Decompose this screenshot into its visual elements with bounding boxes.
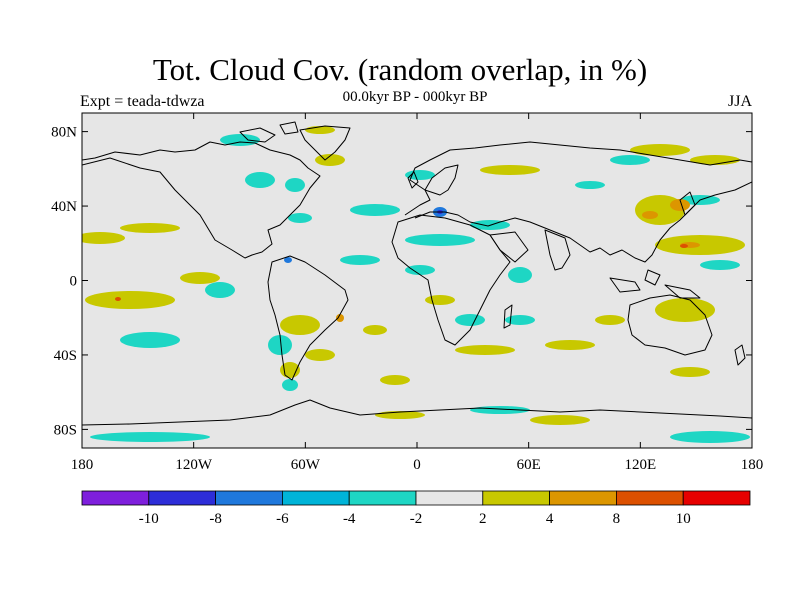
colorbar: -10 -8 -6 -4 -2 2 4 8 10	[81, 490, 751, 527]
lat-tick-label: 80N	[51, 125, 77, 141]
colorbar-label: 10	[676, 511, 691, 527]
lon-tick-label: 180	[71, 457, 94, 473]
latitude-axis: 80N 40N 0 40S 80S	[51, 125, 752, 438]
colorbar-swatch	[682, 490, 751, 506]
colorbar-swatch	[215, 490, 283, 506]
colorbar-swatch	[415, 490, 484, 506]
colorbar-swatch	[81, 490, 150, 506]
lon-tick-label: 60E	[517, 457, 541, 473]
colorbar-label: -6	[276, 511, 289, 527]
experiment-label: Expt = teada-tdwza	[80, 93, 205, 110]
colorbar-label: -2	[410, 511, 423, 527]
lat-tick-label: 80S	[54, 422, 77, 438]
lon-tick-label: 60W	[291, 457, 321, 473]
colorbar-label: 2	[479, 511, 487, 527]
colorbar-label: 8	[613, 511, 621, 527]
colorbar-swatch	[482, 490, 550, 506]
colorbar-swatch	[281, 490, 350, 506]
colorbar-label: -4	[343, 511, 356, 527]
colorbar-label: -8	[209, 511, 222, 527]
lon-tick-label: 0	[413, 457, 421, 473]
map-title: Tot. Cloud Cov. (random overlap, in %)	[152, 52, 648, 87]
colorbar-label: 4	[546, 511, 554, 527]
colorbar-swatch	[616, 490, 684, 506]
lat-tick-label: 40S	[54, 348, 77, 364]
lon-tick-label: 120E	[624, 457, 656, 473]
colorbar-swatch	[148, 490, 217, 506]
lon-tick-label: 120W	[175, 457, 213, 473]
longitude-axis: 180 120W 60W 0 60E 120E 180	[71, 113, 764, 473]
map-subtitle: 00.0kyr BP - 000kyr BP	[342, 89, 488, 105]
season-label: JJA	[727, 93, 752, 110]
lat-tick-label: 40N	[51, 199, 77, 215]
lon-tick-label: 180	[741, 457, 764, 473]
colorbar-label: -10	[139, 511, 159, 527]
anomaly-contours	[82, 121, 752, 443]
colorbar-swatch	[348, 490, 417, 506]
colorbar-swatch	[549, 490, 617, 506]
lat-tick-label: 0	[70, 274, 78, 290]
